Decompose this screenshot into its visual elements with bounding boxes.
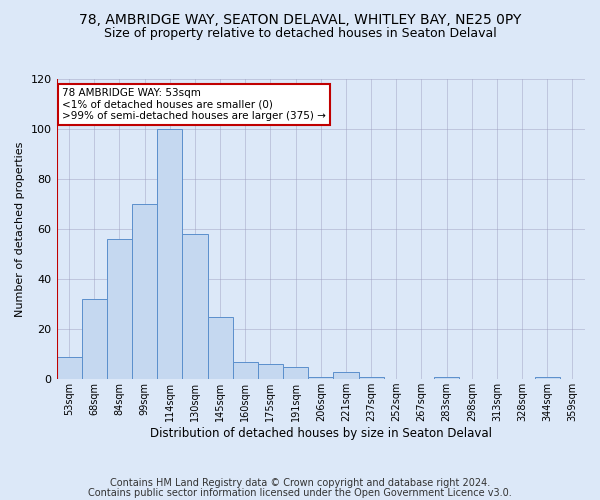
Bar	[535, 376, 560, 379]
Bar	[283, 366, 308, 379]
Bar	[107, 239, 132, 379]
Text: Contains HM Land Registry data © Crown copyright and database right 2024.: Contains HM Land Registry data © Crown c…	[110, 478, 490, 488]
Bar	[182, 234, 208, 379]
Bar	[334, 372, 359, 379]
Bar	[208, 316, 233, 379]
Bar	[359, 376, 383, 379]
Bar	[434, 376, 459, 379]
Bar	[308, 376, 334, 379]
Text: 78, AMBRIDGE WAY, SEATON DELAVAL, WHITLEY BAY, NE25 0PY: 78, AMBRIDGE WAY, SEATON DELAVAL, WHITLE…	[79, 12, 521, 26]
Bar	[258, 364, 283, 379]
Bar	[157, 129, 182, 379]
Text: Contains public sector information licensed under the Open Government Licence v3: Contains public sector information licen…	[88, 488, 512, 498]
Bar	[82, 299, 107, 379]
Text: 78 AMBRIDGE WAY: 53sqm
<1% of detached houses are smaller (0)
>99% of semi-detac: 78 AMBRIDGE WAY: 53sqm <1% of detached h…	[62, 88, 326, 121]
Bar	[56, 356, 82, 379]
Y-axis label: Number of detached properties: Number of detached properties	[15, 142, 25, 317]
X-axis label: Distribution of detached houses by size in Seaton Delaval: Distribution of detached houses by size …	[150, 427, 492, 440]
Text: Size of property relative to detached houses in Seaton Delaval: Size of property relative to detached ho…	[104, 28, 496, 40]
Bar	[233, 362, 258, 379]
Bar	[132, 204, 157, 379]
